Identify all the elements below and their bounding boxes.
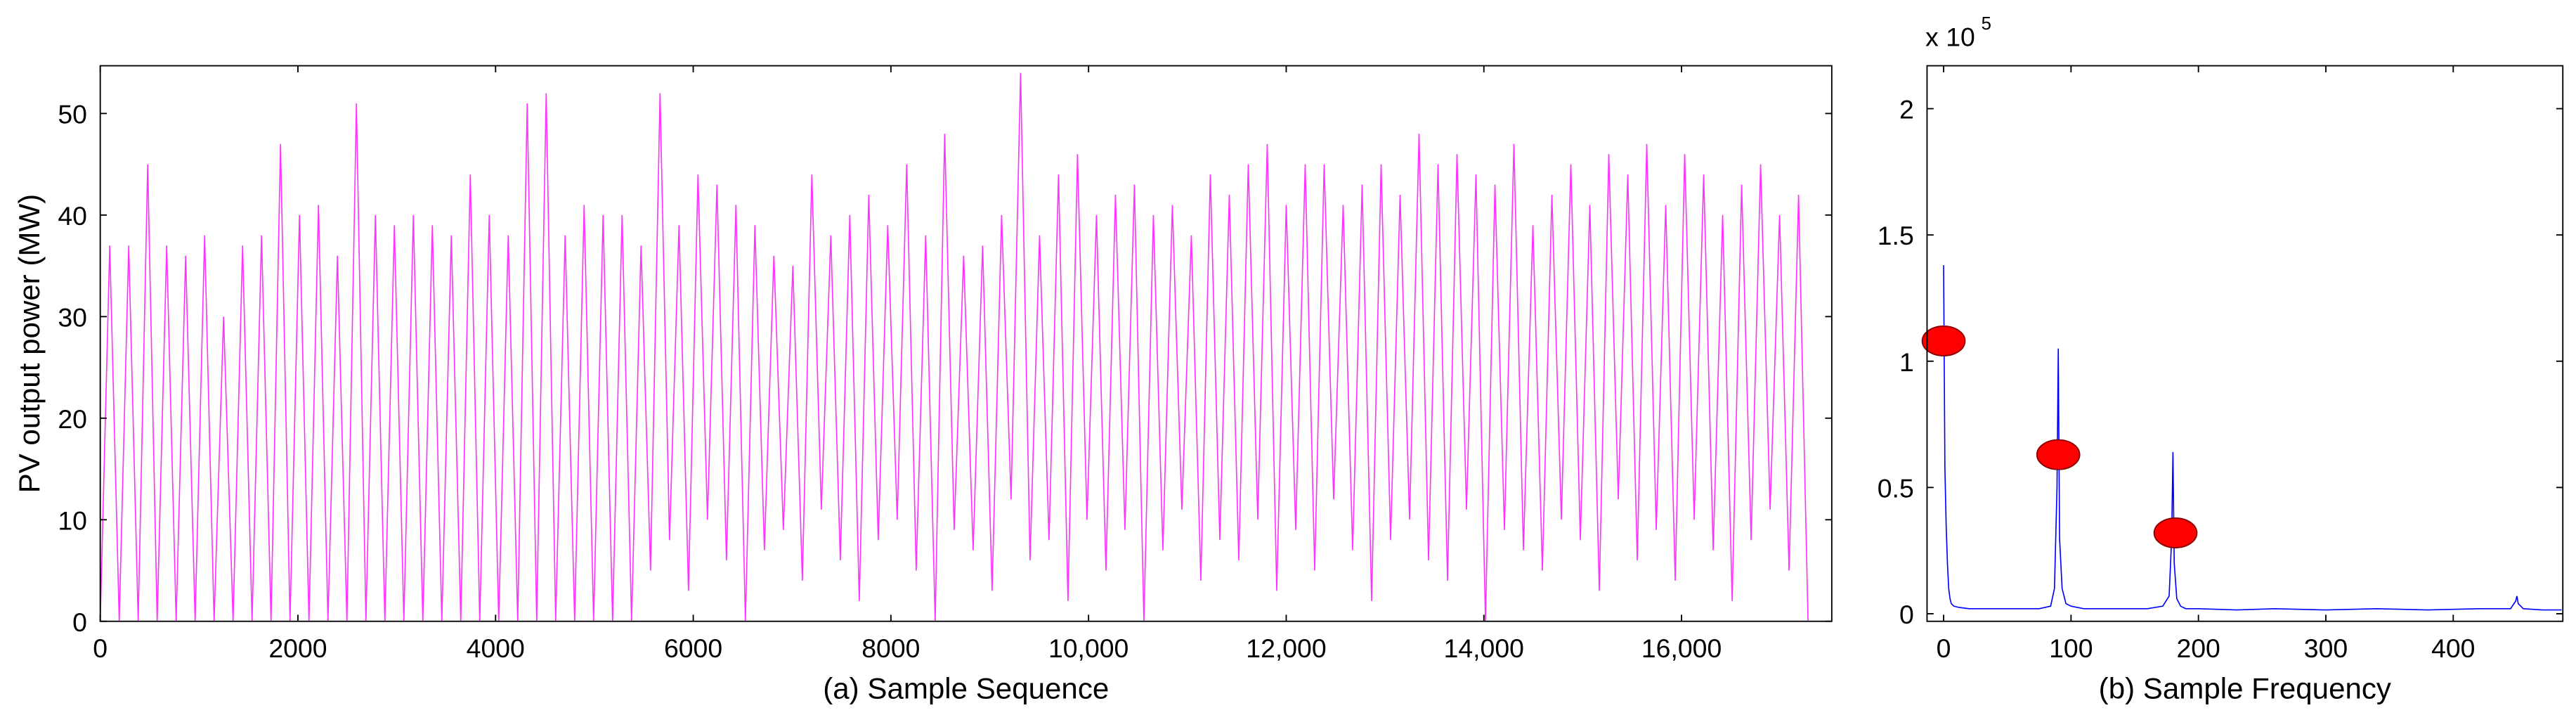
x-tick-label: 6000 [664, 633, 722, 663]
highlight-marker [2153, 517, 2198, 548]
x-tick-label: 12,000 [1246, 633, 1326, 663]
axis-exponent: 5 [1982, 14, 1991, 34]
x-tick-label: 2000 [268, 633, 327, 663]
x-axis-label: (a) Sample Sequence [823, 672, 1109, 705]
x-tick-label: 200 [2176, 633, 2220, 663]
axes-frame [1926, 65, 2564, 622]
y-tick-label: 30 [58, 302, 87, 332]
x-axis-label: (b) Sample Frequency [2099, 672, 2391, 705]
x-tick-label: 0 [1937, 633, 1951, 663]
highlight-marker [2036, 439, 2081, 470]
y-axis-label: PV output power (MW) [13, 194, 46, 494]
y-tick-label: 40 [58, 201, 87, 231]
x-tick-label: 100 [2049, 633, 2093, 663]
data-line [1943, 265, 2562, 611]
y-tick-label: 1 [1899, 347, 1914, 377]
x-tick-label: 300 [2304, 633, 2348, 663]
x-tick-label: 14,000 [1444, 633, 1524, 663]
y-tick-label: 0 [1899, 600, 1914, 629]
x-tick-label: 16,000 [1641, 633, 1722, 663]
x-tick-label: 400 [2431, 633, 2475, 663]
y-tick-label: 10 [58, 505, 87, 535]
axis-exponent-base: x 10 [1925, 22, 1975, 51]
highlight-marker [1921, 326, 1966, 357]
x-tick-label: 10,000 [1048, 633, 1128, 663]
y-tick-label: 50 [58, 99, 87, 129]
y-tick-label: 2 [1899, 95, 1914, 124]
plot-area [1927, 65, 2563, 621]
x-tick-label: 4000 [467, 633, 525, 663]
y-tick-label: 20 [58, 404, 87, 434]
y-tick-label: 0.5 [1878, 473, 1914, 503]
x-tick-label: 8000 [861, 633, 920, 663]
x-tick-label: 0 [93, 633, 108, 663]
axes-frame [99, 65, 1833, 622]
y-tick-label: 1.5 [1878, 221, 1914, 250]
y-tick-label: 0 [72, 607, 87, 637]
